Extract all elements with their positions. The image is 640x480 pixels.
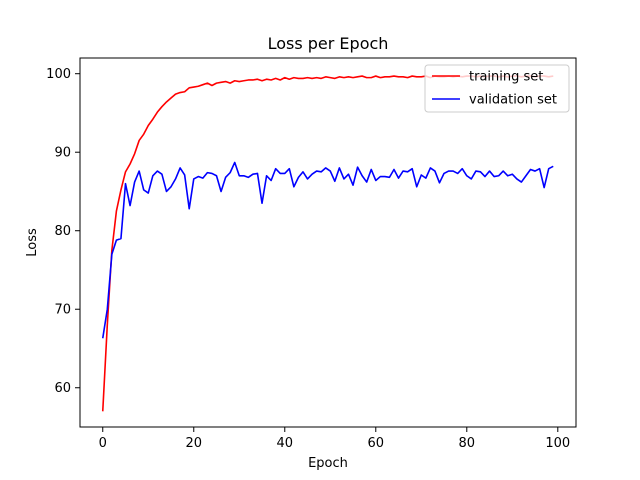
chart-title: Loss per Epoch [268, 34, 389, 53]
y-axis-label: Loss [25, 228, 40, 257]
x-tick-label: 40 [276, 436, 293, 451]
series-line-training-set [101, 75, 554, 412]
legend-label: validation set [469, 93, 557, 108]
legend-label: training set [469, 70, 543, 85]
y-tick-label: 100 [46, 67, 71, 82]
plot-area [79, 57, 577, 428]
y-tick-label: 90 [54, 146, 71, 161]
axes-frame [79, 57, 577, 428]
x-tick-label: 0 [99, 436, 107, 451]
x-axis-label: Epoch [308, 456, 348, 471]
y-tick-label: 70 [54, 303, 71, 318]
x-tick-label: 20 [185, 436, 202, 451]
legend-box [424, 64, 570, 113]
x-tick-label: 100 [545, 436, 570, 451]
series-line-validation-set [101, 161, 554, 339]
legend: training set validation set [424, 64, 570, 113]
x-axis-ticks: 0 20 40 60 80 100 [99, 427, 570, 451]
x-tick-label: 60 [368, 436, 385, 451]
y-axis-ticks: 60 70 80 90 100 [46, 67, 80, 396]
y-tick-label: 60 [54, 381, 71, 396]
y-tick-label: 80 [54, 224, 71, 239]
x-tick-label: 80 [459, 436, 476, 451]
